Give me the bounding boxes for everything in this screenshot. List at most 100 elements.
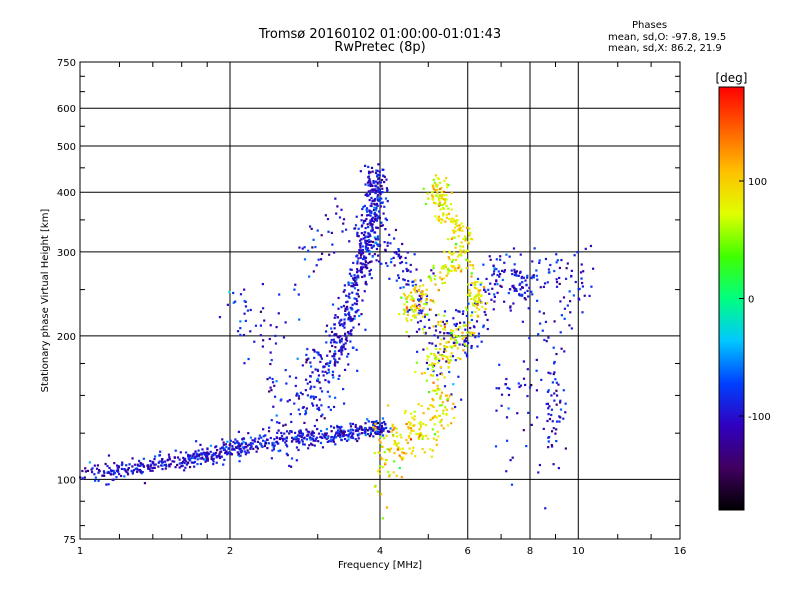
data-point bbox=[382, 174, 385, 177]
data-point bbox=[519, 384, 523, 387]
data-point bbox=[435, 314, 438, 317]
data-point bbox=[378, 189, 381, 193]
data-point bbox=[140, 472, 143, 475]
data-point bbox=[499, 255, 502, 258]
data-point bbox=[569, 300, 572, 303]
data-point bbox=[305, 361, 308, 364]
data-point bbox=[441, 282, 444, 285]
data-point bbox=[466, 355, 469, 358]
data-point bbox=[369, 428, 372, 431]
data-point bbox=[569, 311, 572, 314]
data-point bbox=[345, 301, 348, 304]
data-point bbox=[332, 438, 335, 442]
data-point bbox=[458, 325, 461, 329]
data-point bbox=[365, 267, 368, 270]
data-point bbox=[183, 461, 186, 465]
data-point bbox=[412, 429, 415, 433]
data-point bbox=[498, 363, 501, 366]
data-point bbox=[404, 256, 407, 260]
data-point bbox=[411, 280, 414, 284]
data-point bbox=[404, 409, 407, 413]
data-point bbox=[490, 298, 493, 301]
data-point bbox=[378, 428, 381, 431]
data-point bbox=[315, 436, 319, 439]
data-point bbox=[141, 463, 145, 466]
data-point bbox=[158, 454, 162, 457]
data-point bbox=[559, 300, 562, 303]
data-point bbox=[324, 433, 327, 437]
data-point bbox=[369, 219, 372, 222]
data-point bbox=[493, 283, 497, 286]
data-point bbox=[353, 227, 357, 230]
data-point bbox=[222, 447, 225, 450]
data-point bbox=[507, 407, 510, 410]
data-point bbox=[466, 293, 469, 296]
data-point bbox=[376, 431, 379, 434]
data-point bbox=[317, 440, 320, 443]
data-point bbox=[338, 357, 341, 360]
data-point bbox=[95, 467, 99, 470]
data-point bbox=[432, 272, 435, 275]
data-point bbox=[370, 277, 373, 280]
data-point bbox=[314, 437, 317, 441]
data-point bbox=[341, 324, 345, 328]
data-point bbox=[474, 310, 477, 314]
data-point bbox=[445, 198, 448, 201]
data-point bbox=[414, 370, 417, 374]
data-point bbox=[408, 447, 411, 450]
data-point bbox=[447, 340, 450, 344]
data-point bbox=[373, 420, 377, 424]
data-point bbox=[343, 284, 346, 287]
data-point bbox=[444, 406, 447, 409]
data-point bbox=[444, 201, 447, 204]
data-point bbox=[355, 303, 358, 306]
data-point bbox=[464, 239, 467, 242]
data-point bbox=[452, 383, 455, 386]
data-point bbox=[509, 305, 512, 308]
data-point bbox=[229, 452, 232, 455]
data-point bbox=[482, 263, 485, 266]
data-point bbox=[417, 436, 421, 439]
data-point bbox=[396, 435, 399, 438]
data-point bbox=[437, 320, 440, 324]
data-point bbox=[549, 372, 552, 375]
data-point bbox=[379, 433, 382, 437]
data-point bbox=[463, 321, 466, 324]
data-point bbox=[222, 463, 225, 466]
data-point bbox=[433, 423, 436, 426]
data-point bbox=[271, 449, 274, 452]
data-point bbox=[337, 434, 340, 437]
data-point bbox=[557, 467, 560, 470]
data-point bbox=[456, 218, 459, 222]
data-point bbox=[334, 359, 337, 362]
data-point bbox=[328, 350, 332, 353]
data-point bbox=[419, 300, 422, 303]
data-point bbox=[388, 277, 391, 280]
data-point bbox=[306, 382, 309, 385]
data-point bbox=[405, 308, 409, 311]
data-point bbox=[127, 466, 130, 470]
data-point bbox=[377, 198, 380, 202]
data-point bbox=[241, 438, 244, 441]
data-point bbox=[236, 440, 239, 443]
data-point bbox=[401, 242, 404, 246]
data-point bbox=[330, 425, 333, 428]
data-point bbox=[376, 470, 380, 473]
data-point bbox=[351, 436, 354, 440]
data-point bbox=[393, 460, 396, 463]
data-point bbox=[532, 276, 535, 279]
data-point bbox=[418, 309, 421, 312]
data-point bbox=[381, 434, 385, 437]
data-point bbox=[443, 250, 446, 253]
data-point bbox=[374, 426, 377, 429]
data-point bbox=[542, 427, 545, 431]
data-point bbox=[120, 463, 123, 467]
data-point bbox=[452, 344, 455, 347]
data-point bbox=[349, 340, 352, 343]
data-point bbox=[357, 323, 361, 326]
x-tick-label: 10 bbox=[572, 546, 585, 557]
data-point bbox=[275, 440, 279, 443]
data-point bbox=[288, 464, 291, 467]
data-point bbox=[447, 365, 450, 369]
data-point bbox=[360, 214, 363, 217]
